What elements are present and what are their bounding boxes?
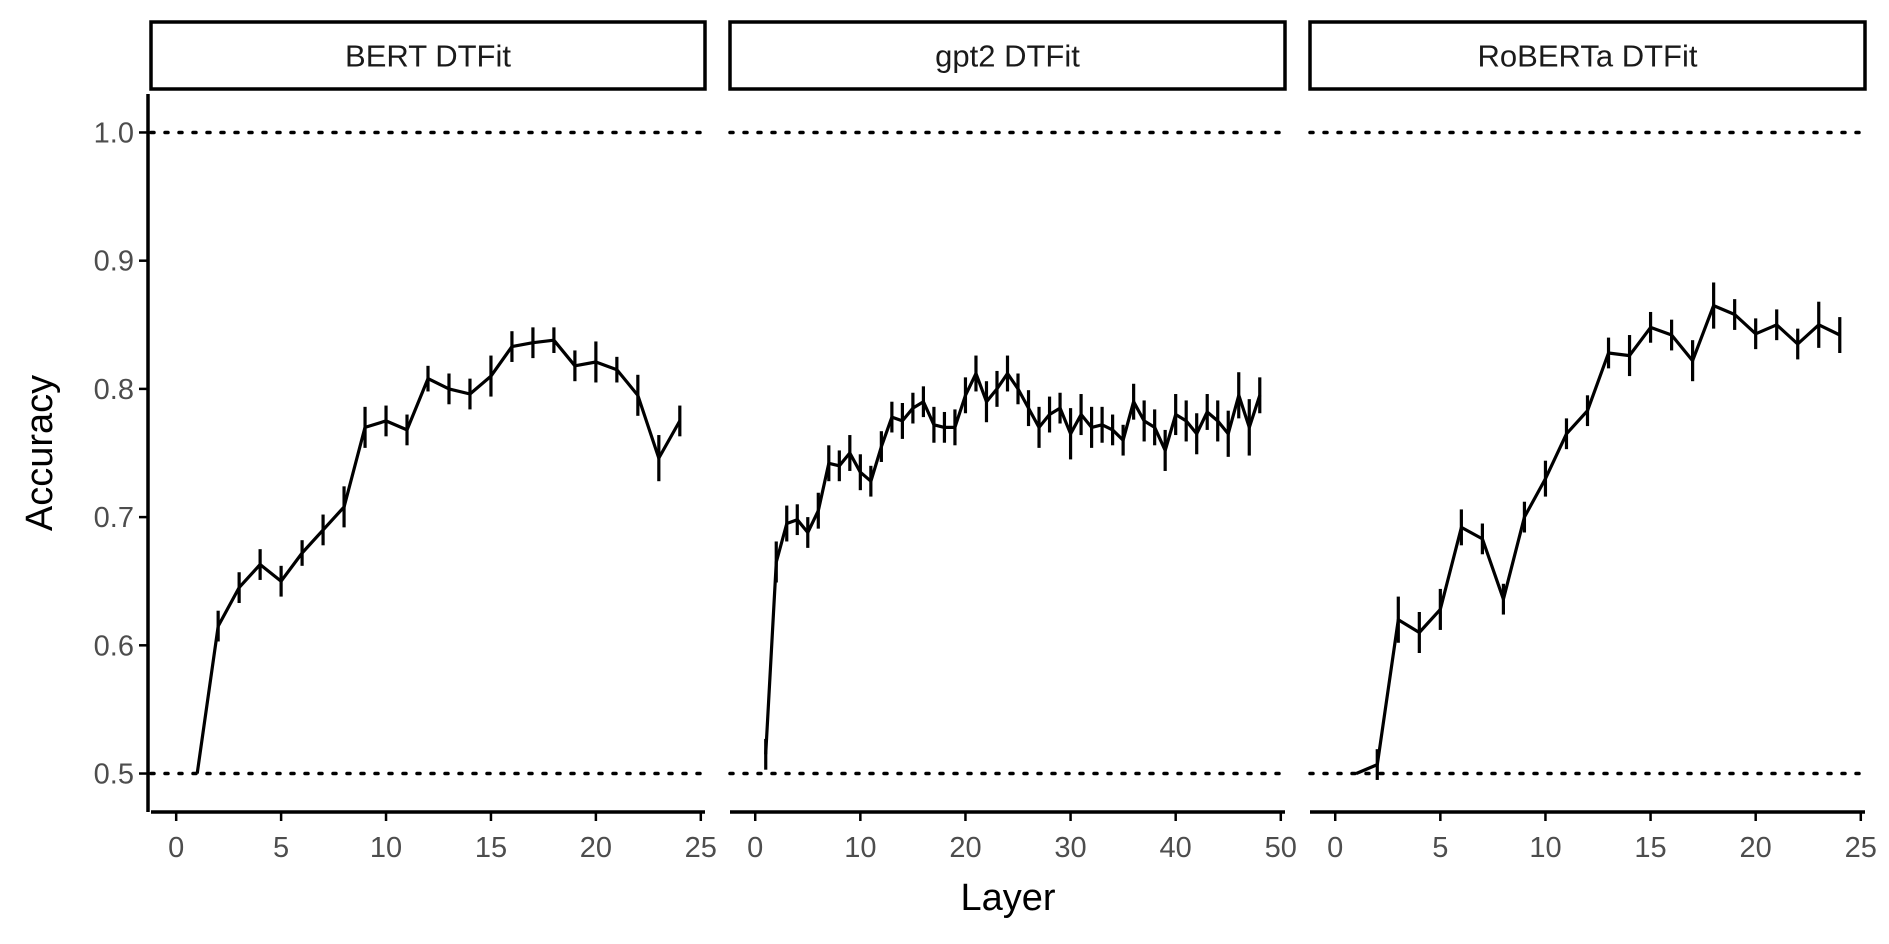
x-tick-label: 10 [370,832,402,864]
y-tick-label: 0.6 [94,630,134,662]
accuracy-line [195,338,682,774]
x-tick-label: 15 [1634,832,1666,864]
panel-2: gpt2 DTFit 0 10 20 30 40 50 [728,20,1297,864]
y-axis-title: Accuracy [19,375,61,531]
panel-1: BERT DTFit 0 5 10 15 20 25 [149,20,717,864]
y-tick-label: 0.7 [94,502,134,534]
x-tick-label: 10 [1529,832,1561,864]
panel-3: RoBERTa DTFit 0 5 10 15 20 25 [1308,20,1877,864]
panel-strip [1308,20,1867,91]
x-tick-label: 30 [1054,832,1086,864]
y-tick-label: 1.0 [94,117,134,149]
x-tick-label: 20 [1740,832,1772,864]
panel-title: BERT DTFit [345,39,511,74]
y-tick-label: 0.5 [94,759,134,791]
y-tick-label: 0.9 [94,246,134,278]
x-tick-label: 40 [1160,832,1192,864]
panel-strip [728,20,1287,91]
x-tick-label: 0 [168,832,184,864]
x-tick-label: 0 [1327,832,1343,864]
x-tick-label: 25 [1845,832,1877,864]
accuracy-line [764,371,1262,755]
x-tick-label: 0 [747,832,763,864]
x-tick-label: 15 [475,832,507,864]
accuracy-line [1355,304,1841,775]
panel-strip [149,20,707,91]
y-tick-label: 0.8 [94,374,134,406]
x-axis-title: Layer [960,877,1055,919]
x-tick-label: 10 [844,832,876,864]
panel-title: gpt2 DTFit [935,39,1080,74]
x-tick-label: 50 [1265,832,1297,864]
panel-title: RoBERTa DTFit [1478,39,1698,74]
x-tick-label: 5 [273,832,289,864]
x-tick-label: 20 [580,832,612,864]
x-tick-label: 25 [685,832,717,864]
x-tick-label: 5 [1432,832,1448,864]
x-tick-label: 20 [949,832,981,864]
